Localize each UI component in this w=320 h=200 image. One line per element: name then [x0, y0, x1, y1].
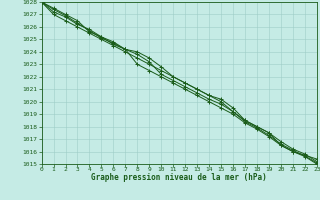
X-axis label: Graphe pression niveau de la mer (hPa): Graphe pression niveau de la mer (hPa)	[91, 173, 267, 182]
